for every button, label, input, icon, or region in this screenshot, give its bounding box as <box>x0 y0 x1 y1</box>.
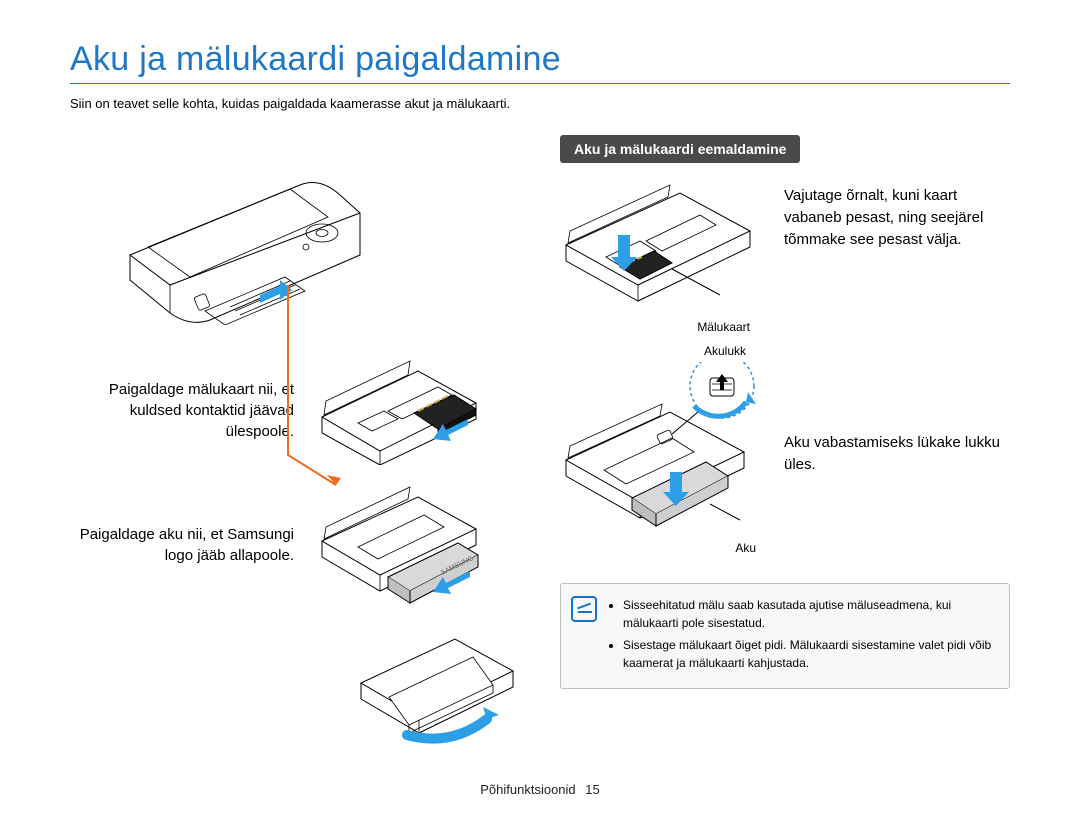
lock-label: Akulukk <box>704 344 746 358</box>
page-footer: Põhifunktsioonid 15 <box>0 782 1080 797</box>
remove-battery-row: Akulukk <box>560 362 1010 555</box>
manual-page: Aku ja mälukaardi paigaldamine Siin on t… <box>0 0 1080 815</box>
note-box: Sisseehitatud mälu saab kasutada ajutise… <box>560 583 1010 689</box>
camera-illustration <box>110 135 380 325</box>
right-column: Aku ja mälukaardi eemaldamine <box>560 135 1010 765</box>
page-number: 15 <box>585 782 599 797</box>
close-lid-illustration <box>355 625 520 745</box>
intro-text: Siin on teavet selle kohta, kuidas paiga… <box>70 96 1010 111</box>
battery-label: Aku <box>560 541 760 555</box>
step-row-close <box>70 625 520 745</box>
card-insert-caption: Paigaldage mälukaart nii, et kuldsed kon… <box>70 379 300 442</box>
note-item: Sisestage mälukaart õiget pidi. Mälukaar… <box>623 636 995 672</box>
left-column: Paigaldage mälukaart nii, et kuldsed kon… <box>70 135 520 765</box>
card-insert-illustration <box>318 355 483 465</box>
card-label: Mälukaart <box>560 320 760 334</box>
remove-battery-text: Aku vabastamiseks lükake lukku üles. <box>784 362 1010 476</box>
remove-card-text: Vajutage õrnalt, kuni kaart vabaneb pesa… <box>784 181 1010 250</box>
battery-insert-illustration: SAMSUNG <box>318 485 483 605</box>
note-icon <box>571 596 597 622</box>
section-badge: Aku ja mälukaardi eemaldamine <box>560 135 800 163</box>
note-list: Sisseehitatud mälu saab kasutada ajutise… <box>609 596 995 672</box>
remove-battery-illustration: Akulukk <box>560 362 760 555</box>
remove-card-row: Mälukaart Vajutage õrnalt, kuni kaart va… <box>560 181 1010 334</box>
note-item: Sisseehitatud mälu saab kasutada ajutise… <box>623 596 995 632</box>
step-row-battery: Paigaldage aku nii, et Samsungi logo jää… <box>70 485 520 605</box>
footer-text: Põhifunktsioonid <box>480 782 575 797</box>
content-columns: Paigaldage mälukaart nii, et kuldsed kon… <box>70 135 1010 765</box>
battery-insert-caption: Paigaldage aku nii, et Samsungi logo jää… <box>70 524 300 566</box>
title-divider <box>70 83 1010 84</box>
remove-card-illustration: Mälukaart <box>560 181 760 334</box>
page-title: Aku ja mälukaardi paigaldamine <box>70 40 1010 79</box>
